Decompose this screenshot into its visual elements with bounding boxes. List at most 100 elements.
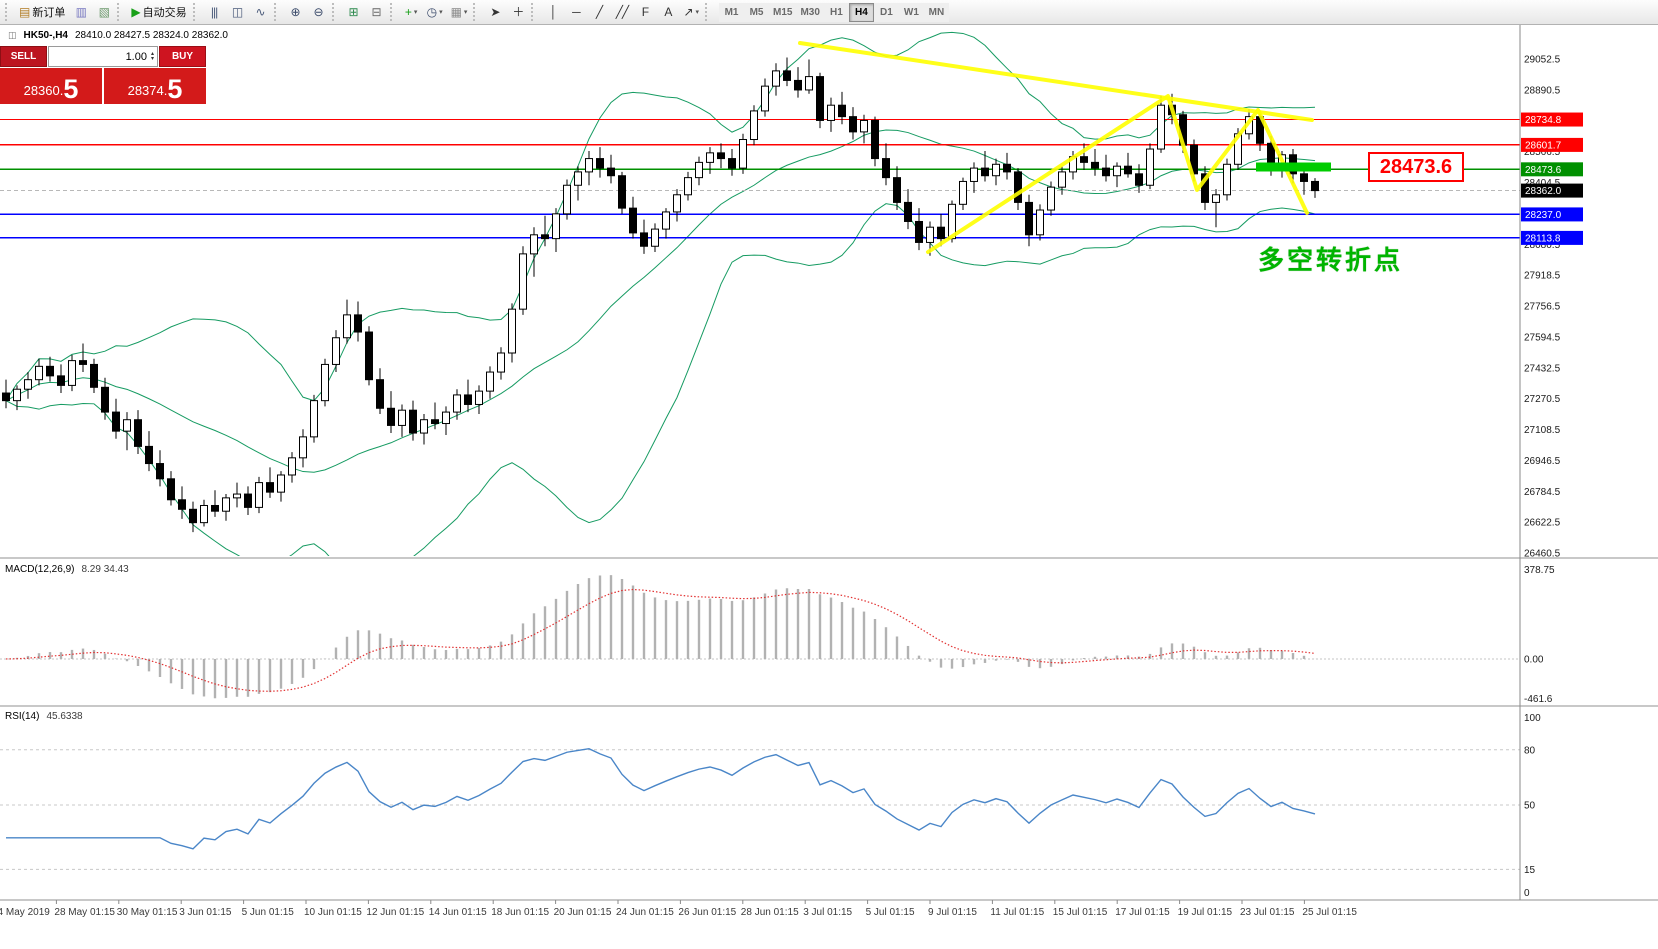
arrows-icon: ↗ <box>683 5 693 19</box>
svg-text:27756.5: 27756.5 <box>1524 302 1561 313</box>
volume-stepper[interactable]: 1.00 ▴ ▾ <box>48 46 158 67</box>
add-indicator-caret-icon[interactable]: ▾ <box>413 9 418 16</box>
templates-icon: ▦ <box>450 5 462 19</box>
svg-text:27108.5: 27108.5 <box>1524 425 1561 436</box>
svg-text:27594.5: 27594.5 <box>1524 332 1561 343</box>
main-toolbar: ▤ 新订单 ▥ ▧ ▶ 自动交易 ||| ◫ ∿ ⊕ ⊖ ⊞ ⊟ + ▾ ◷ ▾ ▦ ▾ ➤ ＋ │ ─ ╱ ╱╱ F A ↗ ▾ M1 M… <box>0 0 1658 25</box>
toolbar-grip <box>192 3 199 21</box>
buy-price-main: 28374. <box>127 83 168 98</box>
yellow-trendline-1[interactable] <box>798 41 1314 122</box>
svg-text:27918.5: 27918.5 <box>1524 271 1561 282</box>
timeframe-MN[interactable]: MN <box>923 2 949 22</box>
text-button[interactable]: A <box>656 2 679 23</box>
yellow-trendlines[interactable] <box>798 41 1331 254</box>
cursor-button[interactable]: ➤ <box>483 2 506 23</box>
trendline-icon: ╱ <box>595 5 603 19</box>
svg-text:50: 50 <box>1524 801 1536 812</box>
arrows-caret-icon[interactable]: ▾ <box>695 9 700 16</box>
svg-text:26784.5: 26784.5 <box>1524 487 1561 498</box>
svg-text:378.75: 378.75 <box>1524 565 1555 576</box>
sell-price[interactable]: 28360. 5 <box>0 68 102 104</box>
turning-point-annotation[interactable]: 多空转折点 <box>1258 245 1404 275</box>
zoom-in-button[interactable]: ⊕ <box>284 2 307 23</box>
svg-text:18 Jun 01:15: 18 Jun 01:15 <box>491 907 549 918</box>
axis-price-box-28734.8 <box>1521 112 1583 127</box>
chart-window-icon: ◫ <box>8 30 17 40</box>
volume-down-icon[interactable]: ▾ <box>150 55 154 62</box>
arrows-button[interactable]: ↗ ▾ <box>679 2 703 23</box>
periods-caret-icon[interactable]: ▾ <box>439 9 443 16</box>
toolbar-grip <box>331 3 338 21</box>
data-window-button[interactable]: ▧ <box>92 2 115 23</box>
candle-chart-icon: ◫ <box>231 5 243 19</box>
line-chart-button[interactable]: ∿ <box>249 2 272 23</box>
channel-icon: ╱╱ <box>615 5 629 19</box>
timeframe-D1[interactable]: D1 <box>873 2 899 22</box>
trendline-button[interactable]: ╱ <box>587 2 610 23</box>
svg-text:30 May 01:15: 30 May 01:15 <box>117 907 178 918</box>
svg-text:11 Jul 01:15: 11 Jul 01:15 <box>990 907 1044 918</box>
autotrade-button[interactable]: ▶ 自动交易 <box>127 2 190 23</box>
timeframe-M15[interactable]: M15 <box>769 2 797 22</box>
toolbar-grip <box>117 3 123 21</box>
svg-text:25 Jul 01:15: 25 Jul 01:15 <box>1302 907 1357 918</box>
periods-button[interactable]: ◷ ▾ <box>423 2 447 23</box>
svg-text:0.00: 0.00 <box>1524 654 1544 665</box>
timeframe-W1[interactable]: W1 <box>898 2 924 22</box>
fibonacci-button[interactable]: F <box>633 2 656 23</box>
zoom-out-icon: ⊖ <box>313 5 324 19</box>
horizontal-level-lines[interactable] <box>0 118 1520 239</box>
channel-button[interactable]: ╱╱ <box>610 2 633 23</box>
sell-button[interactable]: SELL <box>0 46 47 67</box>
timeframe-H1[interactable]: H1 <box>823 2 849 22</box>
price-callout-28473[interactable]: 28473.6 <box>1368 152 1464 182</box>
zoom-in-icon: ⊕ <box>290 5 301 19</box>
axis-price-box-28601.7 <box>1521 137 1583 152</box>
svg-text:28734.8: 28734.8 <box>1525 115 1562 126</box>
new-order-button[interactable]: ▤ 新订单 <box>15 2 69 23</box>
timeframe-M30[interactable]: M30 <box>796 2 824 22</box>
new-order-label: 新订单 <box>32 7 66 19</box>
svg-text:28404.5: 28404.5 <box>1524 178 1561 189</box>
svg-text:26460.5: 26460.5 <box>1524 549 1561 560</box>
chart-canvas[interactable]: 29052.5 28890.5 28566.5 28404.5 28080.5 27918… <box>0 25 1658 949</box>
buy-price[interactable]: 28374. 5 <box>104 68 206 104</box>
sell-price-main: 28360. <box>23 83 64 98</box>
horizontal-line-button[interactable]: ─ <box>564 2 587 23</box>
toolbar-grip <box>389 3 396 21</box>
price-axis[interactable]: 29052.5 28890.5 28566.5 28404.5 28080.5 27918… <box>1519 25 1583 900</box>
add-indicator-button[interactable]: + ▾ <box>400 2 423 23</box>
rsi-panel <box>0 747 1520 870</box>
templates-button[interactable]: ▦ ▾ <box>447 2 472 23</box>
volume-value[interactable]: 1.00 <box>125 50 147 63</box>
tile-windows-button[interactable]: ⊞ <box>342 2 365 23</box>
timeframe-H4[interactable]: H4 <box>848 2 874 22</box>
templates-caret-icon[interactable]: ▾ <box>463 9 468 16</box>
svg-text:20 Jun 01:15: 20 Jun 01:15 <box>554 907 612 918</box>
svg-text:-461.6: -461.6 <box>1524 694 1553 705</box>
timeframe-M1[interactable]: M1 <box>719 2 745 22</box>
svg-text:28237.0: 28237.0 <box>1525 210 1562 221</box>
svg-text:0: 0 <box>1524 888 1530 899</box>
vertical-line-button[interactable]: │ <box>541 2 564 23</box>
toolbar-grip <box>473 3 479 21</box>
svg-text:28 May 01:15: 28 May 01:15 <box>54 907 115 918</box>
svg-text:23 Jul 01:15: 23 Jul 01:15 <box>1240 907 1295 918</box>
zoom-out-button[interactable]: ⊖ <box>307 2 330 23</box>
profiles-button[interactable]: ▥ <box>69 2 92 23</box>
svg-text:100: 100 <box>1524 713 1541 724</box>
text-icon: A <box>664 5 672 19</box>
toolbar-grip <box>5 3 11 21</box>
svg-text:28 Jun 01:15: 28 Jun 01:15 <box>741 907 799 918</box>
candle-chart-button[interactable]: ◫ <box>226 2 249 23</box>
yellow-trendline-2[interactable] <box>926 94 1309 254</box>
arrange-windows-button[interactable]: ⊟ <box>365 2 388 23</box>
volume-up-icon[interactable]: ▴ <box>150 50 154 57</box>
buy-button[interactable]: BUY <box>159 46 206 67</box>
panel-splitters[interactable] <box>0 557 1658 901</box>
timeframe-M5[interactable]: M5 <box>744 2 770 22</box>
svg-text:28113.8: 28113.8 <box>1525 233 1561 244</box>
crosshair-button[interactable]: ＋ <box>506 2 529 23</box>
bar-chart-button[interactable]: ||| <box>203 2 226 23</box>
